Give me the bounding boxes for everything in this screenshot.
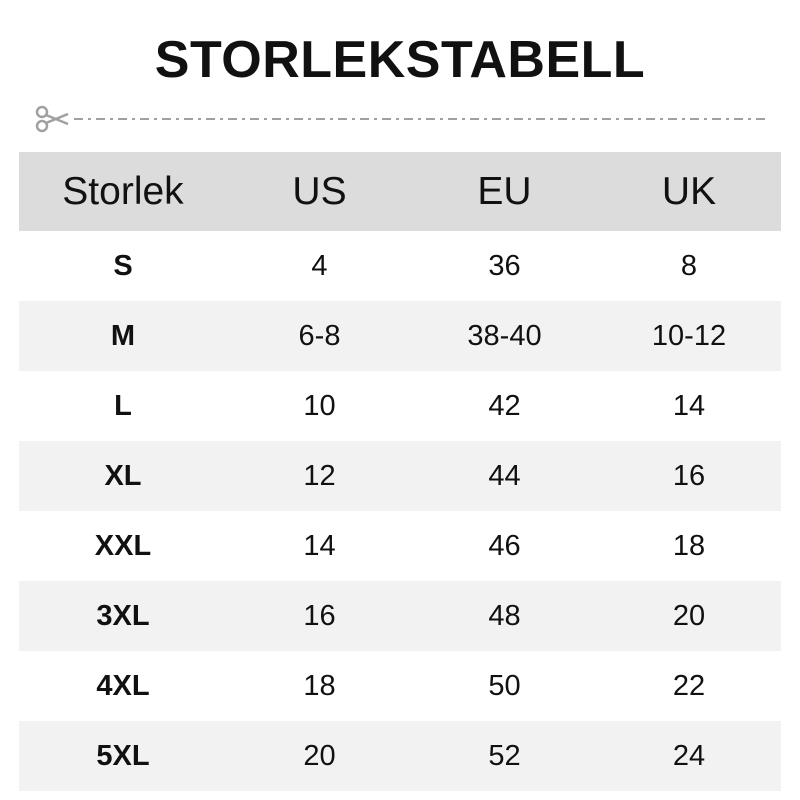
table-row: M 6-8 38-40 10-12	[19, 301, 781, 371]
header-uk: UK	[661, 169, 717, 213]
header-us: US	[292, 169, 347, 213]
cell-us: 18	[303, 669, 336, 702]
cell-uk: 16	[672, 459, 706, 492]
cell-eu: 52	[488, 739, 521, 772]
cell-us: 6-8	[298, 319, 341, 352]
page-title: STORLEKSTABELL	[154, 31, 646, 89]
cell-eu: 50	[488, 669, 521, 702]
cell-uk: 8	[680, 249, 698, 282]
cell-size: L	[114, 389, 132, 422]
cell-uk: 20	[672, 599, 706, 632]
size-table: Storlek US EU UK S 4 36 8 M 6-8 38-40 10-12 L 10 4…	[19, 152, 781, 791]
table-row: XXL 14 46 18	[19, 511, 781, 581]
cell-us: 10	[303, 389, 336, 422]
cell-size: M	[110, 319, 136, 352]
cell-eu: 44	[488, 459, 521, 492]
table-row: 5XL 20 52 24	[19, 721, 781, 791]
table-header: Storlek US EU UK	[19, 152, 781, 231]
cell-us: 4	[311, 249, 328, 282]
header-size: Storlek	[62, 169, 184, 213]
cell-uk: 22	[672, 669, 706, 702]
cell-size: 4XL	[96, 669, 150, 702]
cell-size: XL	[104, 459, 142, 492]
table-row: 4XL 18 50 22	[19, 651, 781, 721]
cell-us: 14	[303, 529, 336, 562]
cell-size: 5XL	[96, 739, 150, 772]
cell-us: 16	[303, 599, 336, 632]
cell-eu: 48	[488, 599, 521, 632]
cell-uk: 10-12	[651, 319, 727, 352]
cell-eu: 42	[488, 389, 521, 422]
table-row: XL 12 44 16	[19, 441, 781, 511]
cell-eu: 38-40	[467, 319, 542, 352]
table-row: 3XL 16 48 20	[19, 581, 781, 651]
cell-uk: 24	[672, 739, 706, 772]
cell-us: 12	[303, 459, 336, 492]
cut-line	[35, 105, 769, 133]
cell-size: XXL	[94, 529, 152, 562]
cell-eu: 36	[488, 249, 521, 282]
cell-uk: 18	[672, 529, 706, 562]
cell-size: S	[113, 249, 133, 282]
table-row: L 10 42 14	[19, 371, 781, 441]
cell-uk: 14	[672, 389, 706, 422]
table-row: S 4 36 8	[19, 231, 781, 301]
cell-eu: 46	[488, 529, 521, 562]
scissors-icon	[35, 105, 69, 133]
cell-us: 20	[303, 739, 336, 772]
header-eu: EU	[477, 169, 532, 213]
cell-size: 3XL	[96, 599, 150, 632]
